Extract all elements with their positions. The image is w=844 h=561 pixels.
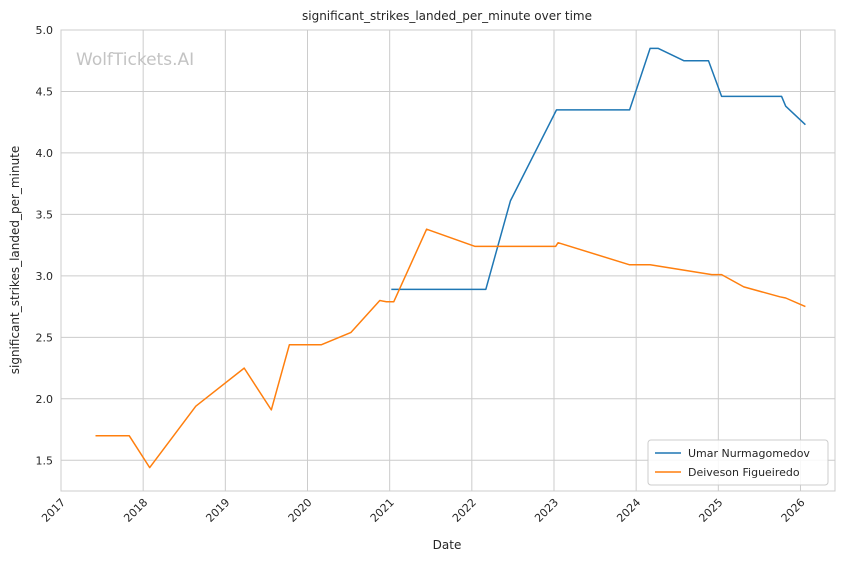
y-tick-label: 2.0 (36, 393, 54, 406)
series-line-umar-nurmagomedov (391, 47, 806, 291)
y-tick-labels: 1.5 2.0 2.5 3.0 3.5 4.0 4.5 5.0 (36, 24, 54, 467)
y-tick-label: 5.0 (36, 24, 54, 37)
y-tick-label: 4.5 (36, 85, 54, 98)
y-tick-label: 1.5 (36, 454, 54, 467)
legend: Umar Nurmagomedov Deiveson Figueiredo (647, 439, 829, 486)
series-lines (95, 47, 806, 469)
plot-area (60, 29, 836, 492)
chart-title: significant_strikes_landed_per_minute ov… (302, 9, 592, 23)
y-tick-label: 3.0 (36, 270, 54, 283)
legend-label-deiveson: Deiveson Figueiredo (688, 466, 800, 479)
y-axis-label: significant_strikes_landed_per_minute (8, 146, 22, 375)
y-tick-label: 4.0 (36, 147, 54, 160)
series-line-deiveson-figueiredo (95, 228, 806, 469)
x-axis-label: Date (433, 538, 462, 552)
watermark: WolfTickets.AI (76, 50, 194, 70)
y-tick-label: 3.5 (36, 208, 54, 221)
legend-box (647, 439, 829, 486)
y-tick-label: 2.5 (36, 331, 54, 344)
legend-label-umar: Umar Nurmagomedov (688, 447, 810, 460)
